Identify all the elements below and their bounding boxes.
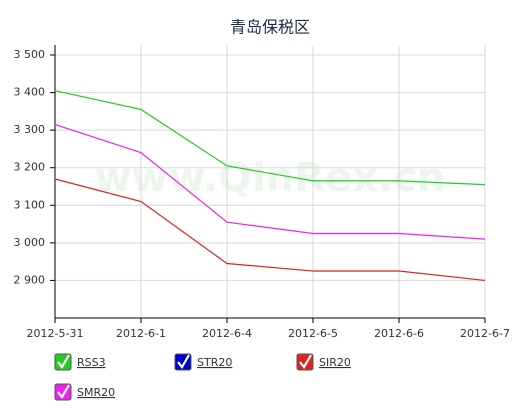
x-tick-label: 2012-6-5 (288, 327, 338, 340)
y-tick-label: 2 900 (14, 273, 46, 286)
y-tick-label: 3 300 (14, 123, 46, 136)
y-tick-label: 3 400 (14, 86, 46, 99)
legend-label[interactable]: RSS3 (77, 356, 106, 369)
y-tick-label: 3 100 (14, 198, 46, 211)
check-icon (299, 354, 312, 369)
legend-label[interactable]: SIR20 (319, 356, 351, 369)
series-line (54, 178, 486, 282)
legend-label[interactable]: SMR20 (77, 386, 115, 399)
series-line (54, 90, 486, 186)
watermark: www.QinRex.cn (95, 155, 446, 201)
legend-label[interactable]: STR20 (197, 356, 232, 369)
legend-item[interactable]: STR20 (174, 353, 232, 371)
check-icon (177, 354, 190, 369)
x-tick-label: 2012-6-4 (202, 327, 252, 340)
y-tick-label: 3 000 (14, 236, 46, 249)
chart-title: 青岛保税区 (230, 18, 310, 37)
legend-item[interactable]: SIR20 (296, 353, 351, 371)
series-line (54, 123, 486, 240)
x-tick-label: 2012-6-1 (116, 327, 166, 340)
y-tick-label: 3 500 (14, 48, 46, 61)
x-tick-label: 2012-5-31 (27, 327, 84, 340)
check-icon (57, 384, 70, 399)
y-tick-label: 3 200 (14, 161, 46, 174)
check-icon (57, 354, 70, 369)
x-tick-label: 2012-6-7 (460, 327, 510, 340)
x-tick-label: 2012-6-6 (374, 327, 424, 340)
legend-item[interactable]: RSS3 (54, 353, 106, 371)
legend-item[interactable]: SMR20 (54, 383, 115, 401)
